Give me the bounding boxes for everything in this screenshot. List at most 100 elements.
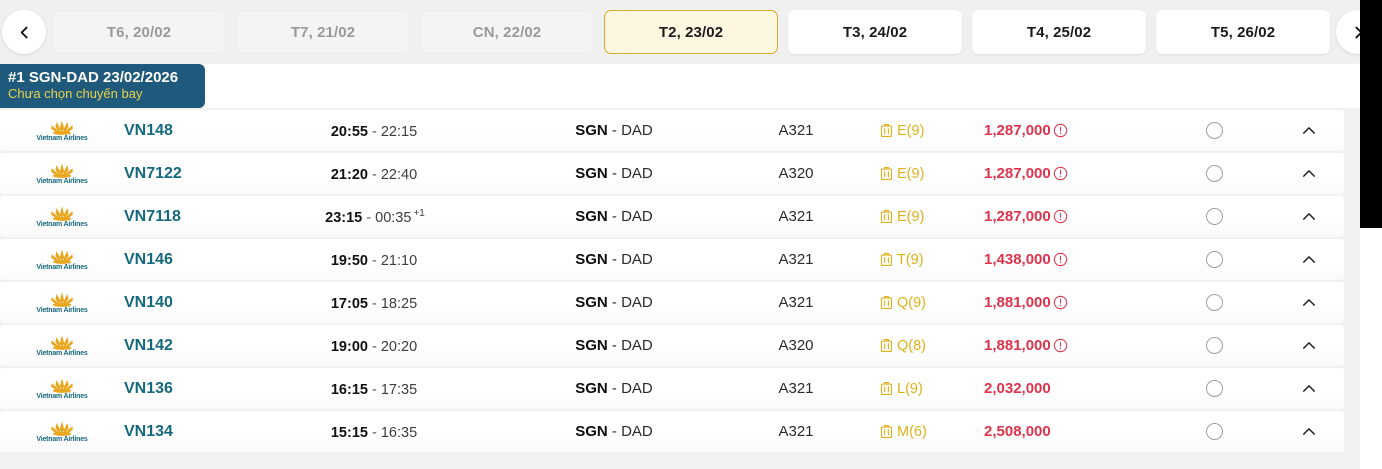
route: SGN - DAD <box>508 122 720 139</box>
route-dash: - <box>607 294 622 311</box>
select-flight-radio[interactable] <box>1205 122 1223 139</box>
flight-times: 21:20 - 22:40 <box>242 165 508 182</box>
date-tab[interactable]: T6, 20/02 <box>52 10 226 54</box>
select-flight-cell[interactable] <box>1154 294 1274 311</box>
route: SGN - DAD <box>508 380 720 397</box>
flight-number[interactable]: VN136 <box>124 379 173 397</box>
flight-row[interactable]: Vietnam Airlines VN136 16:15 - 17:35 SGN - … <box>0 368 1344 409</box>
expand-details-button[interactable] <box>1274 255 1344 264</box>
destination-code: DAD <box>621 165 653 182</box>
chevron-up-icon[interactable] <box>1302 384 1316 393</box>
route: SGN - DAD <box>508 294 720 311</box>
chevron-up-icon[interactable] <box>1302 126 1316 135</box>
expand-details-button[interactable] <box>1274 384 1344 393</box>
airline-name: Vietnam Airlines <box>36 307 88 314</box>
route: SGN - DAD <box>508 337 720 354</box>
price-value: 1,287,000 <box>984 208 1051 225</box>
date-tab[interactable]: T4, 25/02 <box>972 10 1146 54</box>
expand-details-button[interactable] <box>1274 212 1344 221</box>
flight-number[interactable]: VN140 <box>124 293 173 311</box>
expand-details-button[interactable] <box>1274 427 1344 436</box>
fare-info-icon[interactable] <box>1053 123 1068 138</box>
select-flight-radio[interactable] <box>1205 165 1223 182</box>
chevron-up-icon[interactable] <box>1302 298 1316 307</box>
flight-row[interactable]: Vietnam Airlines VN134 15:15 - 16:35 SGN - … <box>0 411 1344 452</box>
lotus-icon <box>51 292 73 307</box>
select-flight-cell[interactable] <box>1154 251 1274 268</box>
flight-number[interactable]: VN146 <box>124 250 173 268</box>
flight-row[interactable]: Vietnam Airlines VN148 20:55 - 22:15 SGN - … <box>0 110 1344 151</box>
fare-class-cell[interactable]: M(6) <box>872 424 984 440</box>
origin-code: SGN <box>575 294 608 311</box>
prev-dates-button[interactable] <box>2 10 46 54</box>
lotus-icon <box>51 163 73 178</box>
fare-class-cell[interactable]: E(9) <box>872 166 984 182</box>
select-flight-radio[interactable] <box>1205 251 1223 268</box>
expand-details-button[interactable] <box>1274 298 1344 307</box>
flight-number[interactable]: VN134 <box>124 422 173 440</box>
flight-number[interactable]: VN7122 <box>124 164 182 182</box>
flight-row[interactable]: Vietnam Airlines VN7118 23:15 - 00:35 +1 SGN… <box>0 196 1344 237</box>
fare-class-cell[interactable]: Q(9) <box>872 295 984 311</box>
fare-class-label: Q(8) <box>897 337 926 354</box>
select-flight-cell[interactable] <box>1154 122 1274 139</box>
flight-number[interactable]: VN7118 <box>124 207 181 225</box>
fare-info-icon[interactable] <box>1053 252 1068 267</box>
date-tab[interactable]: T3, 24/02 <box>788 10 962 54</box>
select-flight-radio[interactable] <box>1205 337 1223 354</box>
departure-time: 15:15 <box>330 424 368 441</box>
fare-info-icon[interactable] <box>1053 209 1068 224</box>
fare-info-icon[interactable] <box>1053 166 1068 181</box>
price-cell: 1,287,000 <box>984 122 1154 139</box>
select-flight-cell[interactable] <box>1154 380 1274 397</box>
fare-class-cell[interactable]: Q(8) <box>872 338 984 354</box>
select-flight-cell[interactable] <box>1154 337 1274 354</box>
fare-class-cell[interactable]: E(9) <box>872 123 984 139</box>
flight-row[interactable]: Vietnam Airlines VN142 19:00 - 20:20 SGN - … <box>0 325 1344 366</box>
departure-time: 20:55 <box>330 123 368 140</box>
fare-info-icon[interactable] <box>1053 295 1068 310</box>
departure-time: 23:15 <box>325 209 363 226</box>
fare-class-cell[interactable]: L(9) <box>872 381 984 397</box>
fare-class-cell[interactable]: T(9) <box>872 252 984 268</box>
right-gutter-dark <box>1360 0 1382 228</box>
select-flight-cell[interactable] <box>1154 423 1274 440</box>
date-tab[interactable]: CN, 22/02 <box>420 10 594 54</box>
price-cell: 1,881,000 <box>984 294 1154 311</box>
flight-row[interactable]: Vietnam Airlines VN7122 21:20 - 22:40 SGN -… <box>0 153 1344 194</box>
time-separator: - <box>362 209 376 226</box>
flight-number[interactable]: VN148 <box>124 121 173 139</box>
select-flight-radio[interactable] <box>1205 380 1223 397</box>
destination-code: DAD <box>621 423 653 440</box>
date-tab[interactable]: T2, 23/02 <box>604 10 778 54</box>
flight-row[interactable]: Vietnam Airlines VN146 19:50 - 21:10 SGN - … <box>0 239 1344 280</box>
fare-info-icon[interactable] <box>1053 338 1068 353</box>
fare-class-label: L(9) <box>897 380 923 397</box>
date-tab[interactable]: T7, 21/02 <box>236 10 410 54</box>
chevron-up-icon[interactable] <box>1302 341 1316 350</box>
price-cell: 2,508,000 <box>984 423 1154 440</box>
expand-details-button[interactable] <box>1274 126 1344 135</box>
select-flight-radio[interactable] <box>1205 294 1223 311</box>
expand-details-button[interactable] <box>1274 341 1344 350</box>
arrival-time: 21:10 <box>380 252 418 269</box>
flight-number[interactable]: VN142 <box>124 336 173 354</box>
flight-row[interactable]: Vietnam Airlines VN140 17:05 - 18:25 SGN - … <box>0 282 1344 323</box>
date-tab[interactable]: T5, 26/02 <box>1156 10 1330 54</box>
select-flight-cell[interactable] <box>1154 208 1274 225</box>
lotus-icon <box>51 120 73 135</box>
departure-time: 16:15 <box>330 381 368 398</box>
fare-class-cell[interactable]: E(9) <box>872 209 984 225</box>
expand-details-button[interactable] <box>1274 169 1344 178</box>
select-flight-radio[interactable] <box>1205 423 1223 440</box>
select-flight-cell[interactable] <box>1154 165 1274 182</box>
chevron-up-icon[interactable] <box>1302 255 1316 264</box>
price-value: 1,287,000 <box>984 165 1051 182</box>
fare-class-label: M(6) <box>897 423 927 440</box>
flight-list: Vietnam Airlines VN148 20:55 - 22:15 SGN - … <box>0 108 1360 469</box>
chevron-up-icon[interactable] <box>1302 169 1316 178</box>
chevron-up-icon[interactable] <box>1302 427 1316 436</box>
chevron-up-icon[interactable] <box>1302 212 1316 221</box>
select-flight-radio[interactable] <box>1205 208 1223 225</box>
origin-code: SGN <box>575 165 608 182</box>
